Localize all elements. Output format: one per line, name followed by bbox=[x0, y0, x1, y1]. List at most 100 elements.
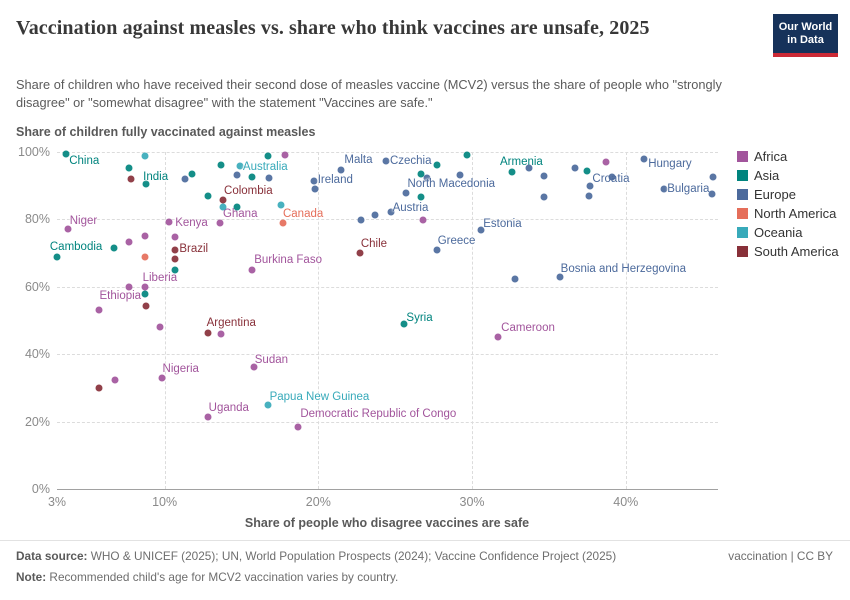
data-point[interactable] bbox=[188, 170, 196, 178]
data-point[interactable] bbox=[640, 155, 648, 163]
data-point[interactable] bbox=[540, 172, 548, 180]
data-point[interactable] bbox=[125, 164, 133, 172]
data-point[interactable] bbox=[382, 157, 390, 165]
country-label[interactable]: Niger bbox=[69, 215, 98, 228]
data-point[interactable] bbox=[111, 376, 119, 384]
country-label[interactable]: China bbox=[69, 155, 100, 168]
country-label[interactable]: Syria bbox=[406, 311, 433, 324]
data-point[interactable] bbox=[127, 175, 135, 183]
country-label[interactable]: Democratic Republic of Congo bbox=[300, 408, 457, 421]
data-point[interactable] bbox=[477, 226, 485, 234]
data-point[interactable] bbox=[456, 171, 464, 179]
country-label[interactable]: Sudan bbox=[254, 354, 289, 367]
data-point[interactable] bbox=[236, 162, 244, 170]
data-point[interactable] bbox=[583, 167, 591, 175]
data-point[interactable] bbox=[125, 238, 133, 246]
country-label[interactable]: Chile bbox=[360, 237, 388, 250]
data-point[interactable] bbox=[571, 164, 579, 172]
data-point[interactable] bbox=[219, 196, 227, 204]
data-point[interactable] bbox=[525, 164, 533, 172]
owid-logo[interactable]: Our World in Data bbox=[773, 14, 838, 57]
data-point[interactable] bbox=[216, 219, 224, 227]
data-point[interactable] bbox=[585, 192, 593, 200]
country-label[interactable]: Australia bbox=[242, 161, 288, 174]
data-point[interactable] bbox=[110, 244, 118, 252]
data-point[interactable] bbox=[660, 185, 668, 193]
country-label[interactable]: Bosnia and Herzegovina bbox=[560, 263, 686, 276]
footer-rights-link[interactable]: vaccination | CC BY bbox=[728, 549, 833, 563]
country-label[interactable]: Ethiopia bbox=[99, 290, 142, 303]
country-label[interactable]: Canada bbox=[282, 208, 324, 221]
data-point[interactable] bbox=[433, 246, 441, 254]
country-label[interactable]: Bulgaria bbox=[667, 182, 710, 195]
data-point[interactable] bbox=[586, 182, 594, 190]
data-point[interactable] bbox=[53, 253, 61, 261]
country-label[interactable]: Armenia bbox=[500, 155, 543, 168]
data-point[interactable] bbox=[423, 174, 431, 182]
data-point[interactable] bbox=[463, 151, 471, 159]
data-point[interactable] bbox=[265, 174, 273, 182]
data-point[interactable] bbox=[95, 306, 102, 314]
country-label[interactable]: Greece bbox=[437, 235, 476, 248]
country-label[interactable]: Estonia bbox=[483, 217, 522, 230]
data-point[interactable] bbox=[433, 161, 441, 169]
data-point[interactable] bbox=[156, 323, 164, 331]
data-point[interactable] bbox=[264, 401, 272, 409]
country-label[interactable]: Malta bbox=[344, 153, 373, 166]
country-label[interactable]: India bbox=[143, 171, 169, 184]
data-point[interactable] bbox=[181, 175, 189, 183]
legend-item-asia[interactable]: Asia bbox=[737, 166, 839, 185]
data-point[interactable] bbox=[64, 225, 72, 233]
legend-item-north-america[interactable]: North America bbox=[737, 204, 839, 223]
data-point[interactable] bbox=[508, 168, 516, 176]
data-point[interactable] bbox=[233, 203, 241, 211]
data-point[interactable] bbox=[294, 423, 302, 431]
country-label[interactable]: Cameroon bbox=[501, 322, 555, 335]
data-point[interactable] bbox=[141, 253, 149, 261]
data-point[interactable] bbox=[95, 384, 102, 392]
data-point[interactable] bbox=[608, 173, 616, 181]
data-point[interactable] bbox=[400, 320, 408, 328]
data-point[interactable] bbox=[171, 246, 179, 254]
data-point[interactable] bbox=[387, 208, 395, 216]
data-point[interactable] bbox=[540, 193, 548, 201]
data-point[interactable] bbox=[248, 173, 256, 181]
data-point[interactable] bbox=[141, 290, 149, 298]
data-point[interactable] bbox=[142, 302, 150, 310]
data-point[interactable] bbox=[204, 413, 212, 421]
country-label[interactable]: Kenya bbox=[175, 217, 208, 230]
legend-item-oceania[interactable]: Oceania bbox=[737, 223, 839, 242]
data-point[interactable] bbox=[171, 233, 179, 241]
data-point[interactable] bbox=[204, 329, 212, 337]
country-label[interactable]: Uganda bbox=[208, 402, 249, 415]
data-point[interactable] bbox=[708, 190, 716, 198]
data-point[interactable] bbox=[310, 177, 318, 185]
country-label[interactable]: Argentina bbox=[206, 317, 256, 330]
data-point[interactable] bbox=[556, 273, 564, 281]
country-label[interactable]: Papua New Guinea bbox=[269, 391, 370, 404]
data-point[interactable] bbox=[357, 216, 365, 224]
data-point[interactable] bbox=[250, 363, 258, 371]
country-label[interactable]: Hungary bbox=[648, 157, 692, 170]
country-label[interactable]: Austria bbox=[392, 202, 429, 215]
data-point[interactable] bbox=[279, 219, 287, 227]
country-label[interactable]: Ghana bbox=[222, 208, 258, 221]
data-point[interactable] bbox=[248, 266, 256, 274]
data-point[interactable] bbox=[419, 216, 427, 224]
country-label[interactable]: Brazil bbox=[179, 243, 209, 256]
data-point[interactable] bbox=[417, 170, 425, 178]
country-label[interactable]: North Macedonia bbox=[407, 177, 496, 190]
data-point[interactable] bbox=[217, 330, 225, 338]
data-point[interactable] bbox=[281, 151, 288, 159]
data-point[interactable] bbox=[417, 193, 425, 201]
country-label[interactable]: Czechia bbox=[389, 155, 432, 168]
country-label[interactable]: Ireland bbox=[317, 173, 353, 186]
data-point[interactable] bbox=[402, 189, 410, 197]
data-point[interactable] bbox=[171, 255, 179, 263]
data-point[interactable] bbox=[602, 158, 610, 166]
data-point[interactable] bbox=[277, 201, 285, 209]
data-point[interactable] bbox=[125, 283, 133, 291]
country-label[interactable]: Liberia bbox=[142, 272, 178, 285]
data-point[interactable] bbox=[165, 218, 173, 226]
country-label[interactable]: Nigeria bbox=[162, 363, 199, 376]
